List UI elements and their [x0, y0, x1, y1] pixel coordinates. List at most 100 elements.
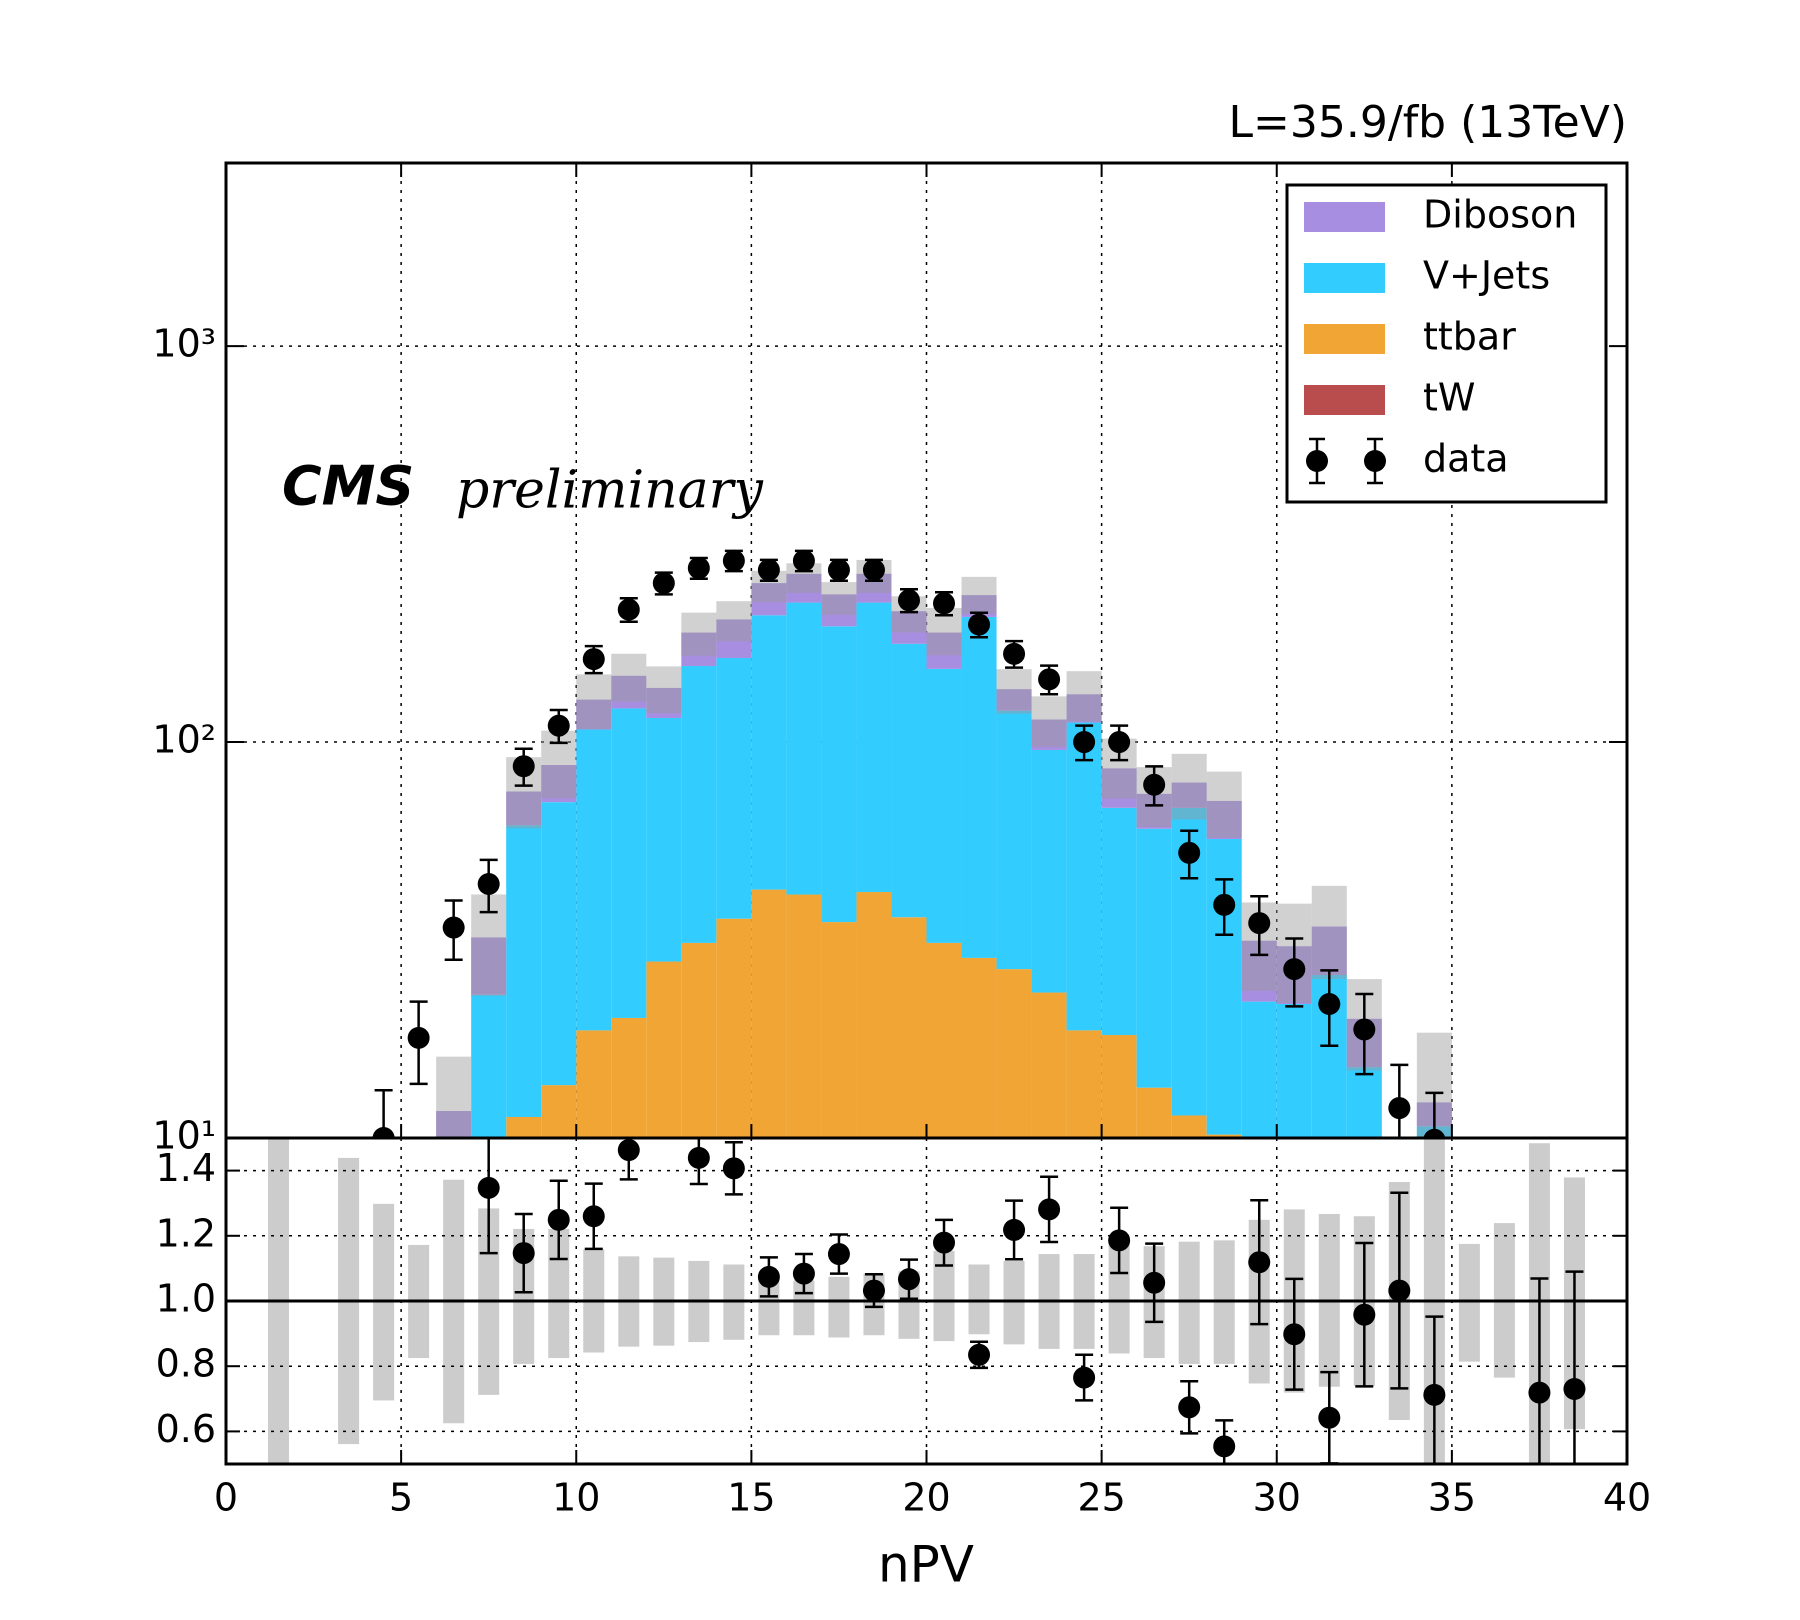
cms-label: CMS: [282, 455, 414, 518]
mc-uncertainty-band: [1066, 671, 1102, 722]
stack-bar: [436, 1111, 472, 1138]
data-point: [687, 557, 710, 580]
mc-uncertainty-band: [821, 582, 857, 615]
legend-marker: [1364, 450, 1386, 472]
data-point: [1143, 773, 1166, 796]
mc-uncertainty-band: [681, 612, 717, 656]
mc-uncertainty-band: [716, 601, 752, 642]
stack-bar: [961, 616, 997, 958]
stack-bar: [681, 942, 717, 1138]
stack-bar: [926, 942, 962, 1138]
data-point: [477, 873, 500, 896]
data-point: [512, 755, 535, 778]
stack-bar: [1101, 768, 1137, 808]
data-point: [617, 598, 640, 621]
stack-bar: [646, 687, 682, 719]
stack-bar: [1136, 1087, 1172, 1138]
data-point: [1108, 731, 1131, 754]
stack-bar: [541, 802, 577, 1086]
stack-bar: [856, 602, 892, 893]
x-tick-label: 40: [1603, 1476, 1651, 1520]
stack-bar: [681, 666, 717, 943]
mc-uncertainty-band: [611, 653, 647, 702]
stack-bar: [996, 969, 1032, 1138]
stack-bar: [1241, 1001, 1277, 1138]
ratio-point: [827, 1243, 850, 1266]
stack-bar: [716, 619, 752, 659]
y-tick-label: 1.2: [156, 1211, 216, 1255]
y-tick-label: 1.0: [156, 1277, 216, 1321]
stack-bar: [611, 675, 647, 709]
x-tick-label: 20: [902, 1476, 950, 1520]
ratio-point: [1563, 1378, 1586, 1401]
x-tick-label: 5: [389, 1476, 413, 1520]
y-tick-label: 0.6: [156, 1407, 216, 1451]
ratio-point: [1353, 1303, 1376, 1326]
ratio-point: [1528, 1381, 1551, 1404]
ratio-point: [862, 1279, 885, 1302]
legend: Diboson V+Jets ttbar tW data: [1285, 183, 1608, 504]
stack-bar: [821, 922, 857, 1138]
ratio-point: [1213, 1435, 1236, 1458]
legend-swatch: [1304, 263, 1385, 293]
y-tick-label: 0.8: [156, 1342, 216, 1386]
ratio-band: [828, 1276, 850, 1338]
ratio-point: [1073, 1366, 1096, 1389]
mc-uncertainty-band: [1206, 771, 1242, 838]
stack-bar: [961, 595, 997, 617]
stack-bar: [996, 689, 1032, 711]
stack-bar: [716, 658, 752, 919]
ratio-point: [1248, 1251, 1271, 1274]
ratio-point: [897, 1268, 920, 1291]
ratio-point: [757, 1265, 780, 1288]
stack-bar: [1206, 1134, 1242, 1138]
stack-bar: [506, 1116, 542, 1138]
stack-bar: [961, 957, 997, 1138]
mc-uncertainty-band: [1311, 885, 1347, 980]
data-point: [897, 589, 920, 612]
stack-bar: [786, 573, 822, 603]
legend-marker: [1306, 450, 1328, 472]
mc-uncertainty-band: [436, 1056, 472, 1138]
stack-bar: [506, 791, 542, 826]
ratio-point: [582, 1205, 605, 1228]
mc-uncertainty-band: [1031, 696, 1067, 747]
ratio-point: [547, 1208, 570, 1231]
data-point: [1283, 958, 1306, 981]
x-tick-label: 30: [1253, 1476, 1301, 1520]
ratio-point: [1108, 1229, 1131, 1252]
stack-bar: [1171, 782, 1207, 808]
data-point: [1423, 1128, 1446, 1138]
data-point: [1353, 1018, 1376, 1041]
data-point: [1318, 992, 1341, 1015]
ratio-point: [1003, 1218, 1026, 1241]
stack-bar: [786, 894, 822, 1138]
ratio-band: [968, 1264, 990, 1335]
stack-bar: [576, 1030, 612, 1138]
ratio-band: [548, 1228, 570, 1359]
ratio-point: [1388, 1279, 1411, 1302]
stack-bar: [1101, 1035, 1137, 1138]
data-point: [407, 1026, 430, 1049]
mc-uncertainty-band: [961, 576, 997, 614]
ratio-point: [1038, 1198, 1061, 1221]
ratio-band: [758, 1276, 780, 1336]
stack-bar: [1206, 800, 1242, 840]
stack-bar: [751, 889, 787, 1138]
data-point: [1213, 893, 1236, 916]
stack-bar: [681, 632, 717, 667]
legend-swatch: [1304, 324, 1385, 354]
x-tick-label: 0: [214, 1476, 238, 1520]
legend-label: Diboson: [1423, 193, 1577, 237]
data-point: [547, 714, 570, 737]
mc-uncertainty-band: [576, 674, 612, 730]
ratio-point: [687, 1146, 710, 1169]
y-tick-label: 1.4: [156, 1146, 216, 1190]
data-point: [442, 916, 465, 939]
ratio-point: [1143, 1271, 1166, 1294]
data-point: [1388, 1097, 1411, 1120]
y-tick-label: 10¹: [152, 1114, 216, 1158]
stack-bar: [786, 602, 822, 895]
ratio-point: [512, 1242, 535, 1265]
stack-bar: [926, 668, 962, 943]
